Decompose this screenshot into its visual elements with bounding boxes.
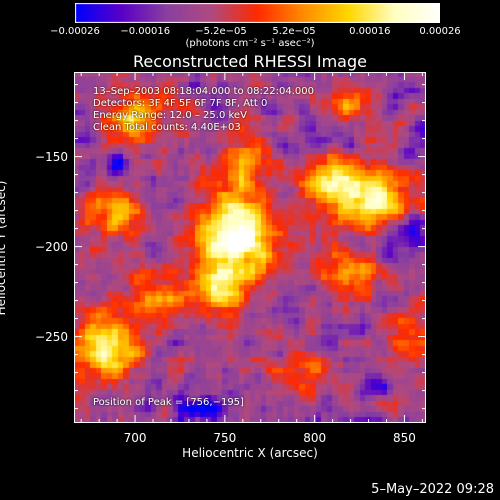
x-tick-label: 850 — [392, 431, 416, 445]
x-tick-label: 700 — [123, 431, 147, 445]
heatmap-image — [74, 72, 426, 423]
plot-frame — [74, 72, 426, 423]
footer-date: 5–May–2022 09:28 — [371, 482, 494, 497]
x-tick-label: 750 — [213, 431, 237, 445]
colorbar-units: (photons cm⁻² s⁻¹ asec⁻²) — [185, 38, 315, 49]
annotation-clean: Clean Total counts: 4.40E+03 — [93, 122, 241, 133]
y-tick-label: −200 — [35, 239, 68, 254]
colorbar-tick-label: −0.00016 — [120, 26, 171, 37]
annotation-detectors: Detectors: 3F 4F 5F 6F 7F 8F, Att 0 — [93, 98, 268, 109]
colorbar-tick-label: −5.2e−05 — [195, 26, 247, 37]
x-tick-label: 800 — [303, 431, 327, 445]
x-axis-label: Heliocentric X (arcsec) — [182, 446, 318, 460]
colorbar-tick-label: 0.00016 — [349, 26, 391, 37]
colorbar — [75, 3, 440, 23]
annotation-peak: Position of Peak = [756,−195] — [93, 397, 244, 408]
annotation-energy: Energy Range: 12.0 – 25.0 keV — [93, 110, 247, 121]
annotation-time-range: 13–Sep–2003 08:18:04.000 to 08:22:04.000 — [93, 86, 314, 97]
y-axis-label-text: Heliocentric Y (arcsec) — [0, 180, 8, 316]
colorbar-tick-label: −0.00026 — [50, 26, 100, 37]
colorbar-tick-label: 0.00026 — [419, 26, 461, 37]
colorbar-tick-label: 5.2e−05 — [272, 26, 316, 37]
chart-title: Reconstructed RHESSI Image — [133, 52, 367, 71]
y-tick-label: −150 — [35, 149, 68, 164]
y-tick-label: −250 — [35, 329, 68, 344]
